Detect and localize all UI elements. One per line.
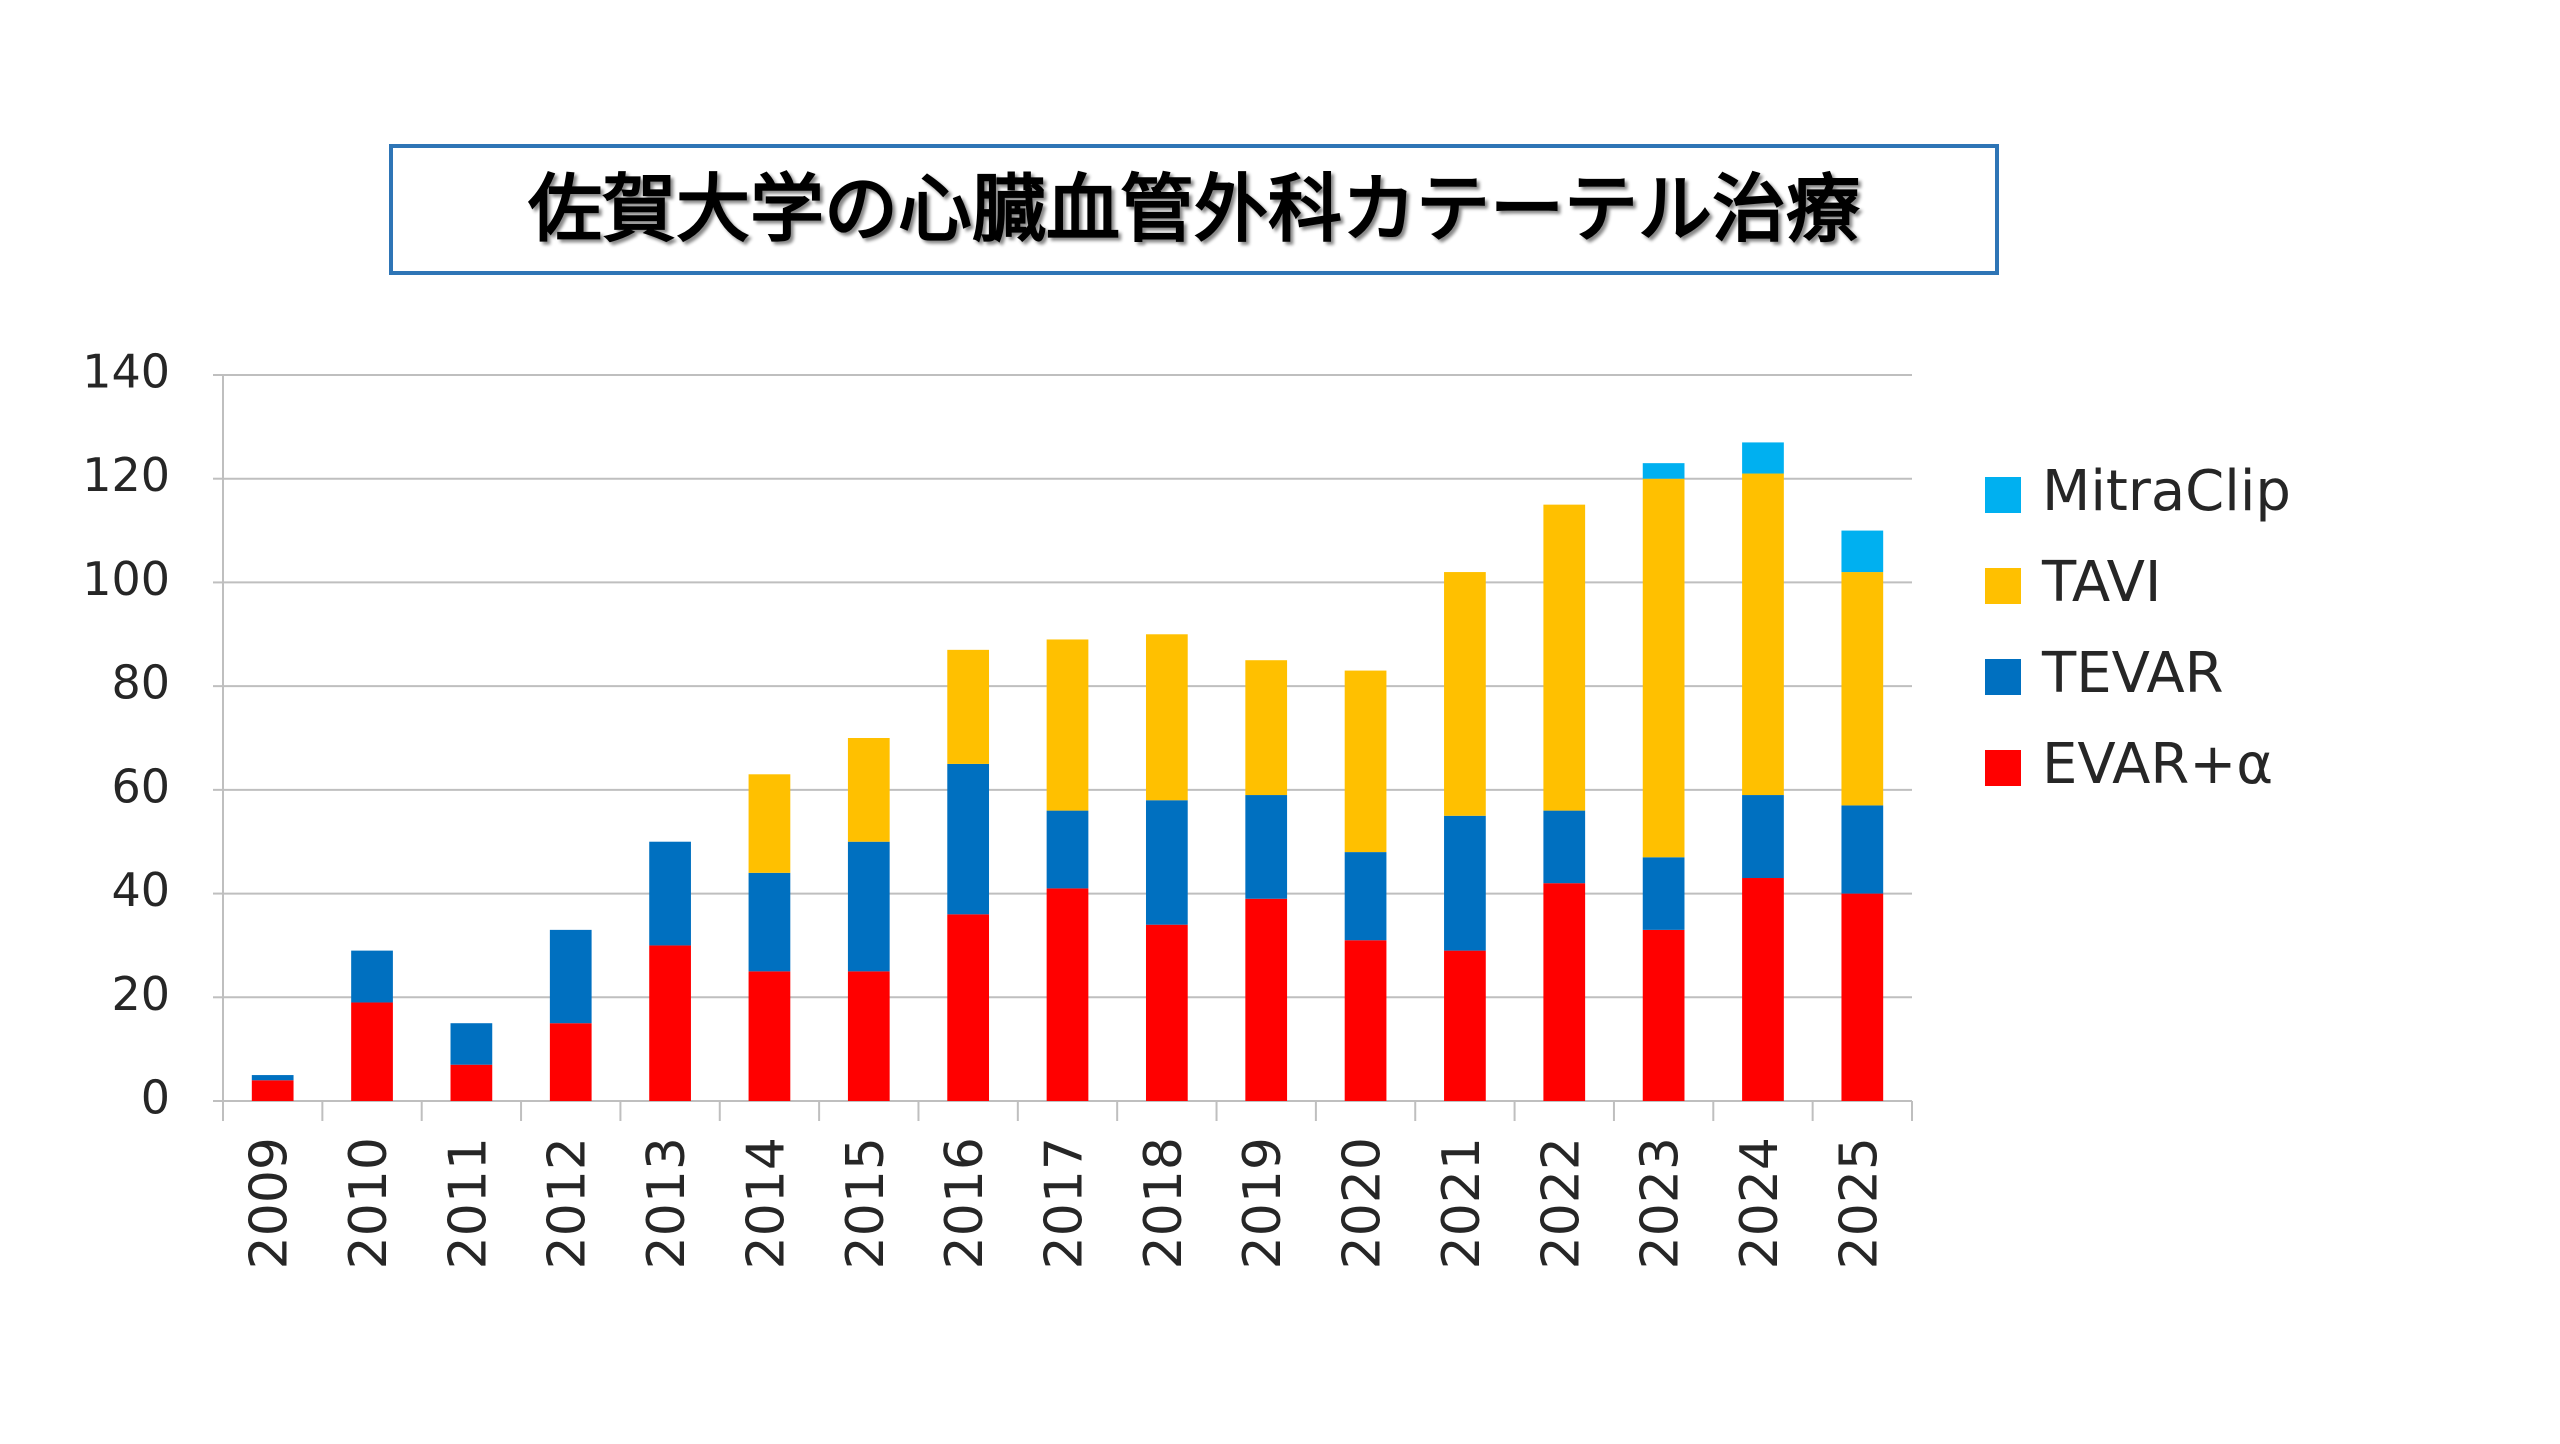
y-tick-label: 20 <box>111 967 170 1021</box>
bar-segment <box>947 763 990 915</box>
x-tick-label: 2022 <box>1531 1137 1591 1269</box>
legend-swatch <box>1985 477 2021 513</box>
bar-segment <box>1344 670 1387 853</box>
x-tick-label: 2018 <box>1134 1137 1194 1269</box>
bar-segment <box>1046 810 1089 889</box>
bar-segment <box>1344 940 1387 1101</box>
bar-segment <box>1344 852 1387 941</box>
bar-segment <box>1245 660 1288 796</box>
bar-segment <box>251 1080 294 1101</box>
y-tick-label: 140 <box>82 345 170 399</box>
bar-segment <box>1642 478 1685 858</box>
y-tick-label: 60 <box>111 759 170 813</box>
bar-segment <box>1742 473 1784 796</box>
legend-label: EVAR+α <box>2042 732 2273 797</box>
bar-segment <box>1245 898 1288 1101</box>
bar-segment <box>1543 810 1586 884</box>
bar-segment <box>450 1023 493 1065</box>
legend-swatch <box>1985 750 2021 786</box>
y-tick-label: 0 <box>141 1071 170 1125</box>
y-tick-label: 80 <box>111 656 170 710</box>
legend-swatch <box>1985 568 2021 604</box>
bar-segment <box>1046 639 1089 811</box>
bar-segment <box>351 950 393 1003</box>
y-tick-label: 100 <box>82 552 170 606</box>
x-tick-label: 2012 <box>538 1137 598 1269</box>
bar-segment <box>1145 800 1188 925</box>
y-tick-label: 120 <box>82 448 170 502</box>
x-tick-label: 2021 <box>1432 1137 1492 1269</box>
bar-segment <box>748 774 791 873</box>
bar-segment <box>1642 929 1685 1101</box>
chart-title: 佐賀大学の心臓血管外科カテーテル治療 <box>527 167 1860 253</box>
legend-label: MitraClip <box>2042 459 2291 524</box>
x-tick-label: 2019 <box>1233 1137 1293 1269</box>
bar-segment <box>1543 504 1586 811</box>
x-tick-label: 2009 <box>240 1137 300 1269</box>
x-tick-label: 2024 <box>1730 1137 1790 1269</box>
x-tick-label: 2010 <box>339 1137 399 1269</box>
x-tick-label: 2020 <box>1333 1137 1393 1269</box>
legend-swatch <box>1985 659 2021 695</box>
bar-segment <box>748 971 791 1101</box>
bar-segment <box>1145 634 1188 801</box>
bar-segment <box>450 1064 493 1101</box>
bar-segment <box>549 929 592 1024</box>
bar-segment <box>1046 888 1089 1101</box>
bar-segment <box>351 1002 393 1101</box>
bar-segment <box>1841 530 1884 573</box>
bar-segment <box>1444 572 1486 816</box>
bar-segment <box>1145 924 1188 1101</box>
x-tick-label: 2013 <box>637 1137 697 1269</box>
bar-segment <box>549 1023 592 1101</box>
legend-label: TEVAR <box>2041 641 2224 706</box>
bar-segment <box>947 914 990 1101</box>
bar-segment <box>251 1075 294 1081</box>
bar-segment <box>1841 805 1884 894</box>
y-tick-label: 40 <box>111 863 170 917</box>
x-tick-label: 2011 <box>438 1137 498 1269</box>
x-tick-label: 2015 <box>836 1137 896 1269</box>
bar-segment <box>1444 950 1486 1101</box>
bar-segment <box>847 738 890 842</box>
bar-segment <box>1245 795 1288 899</box>
x-tick-label: 2023 <box>1631 1137 1691 1269</box>
bar-segment <box>947 649 990 764</box>
bar-segment <box>1642 463 1685 479</box>
bar-segment <box>1841 572 1884 806</box>
title-box <box>389 144 1999 275</box>
bar-segment <box>1742 442 1784 474</box>
bar-segment <box>1444 815 1486 951</box>
legend-label: TAVI <box>2041 550 2161 615</box>
bar-segment <box>1742 878 1784 1101</box>
bar-segment <box>1543 883 1586 1101</box>
bar-segment <box>847 841 890 972</box>
bar-segment <box>748 872 791 972</box>
x-tick-label: 2025 <box>1829 1137 1889 1269</box>
x-tick-label: 2017 <box>1035 1137 1095 1269</box>
bar-segment <box>1742 795 1784 879</box>
x-tick-label: 2016 <box>935 1137 995 1269</box>
bar-segment <box>847 971 890 1101</box>
bar-segment <box>649 841 691 946</box>
x-tick-label: 2014 <box>736 1137 796 1269</box>
bar-segment <box>1841 893 1884 1101</box>
bar-segment <box>649 945 691 1101</box>
bar-segment <box>1642 857 1685 930</box>
